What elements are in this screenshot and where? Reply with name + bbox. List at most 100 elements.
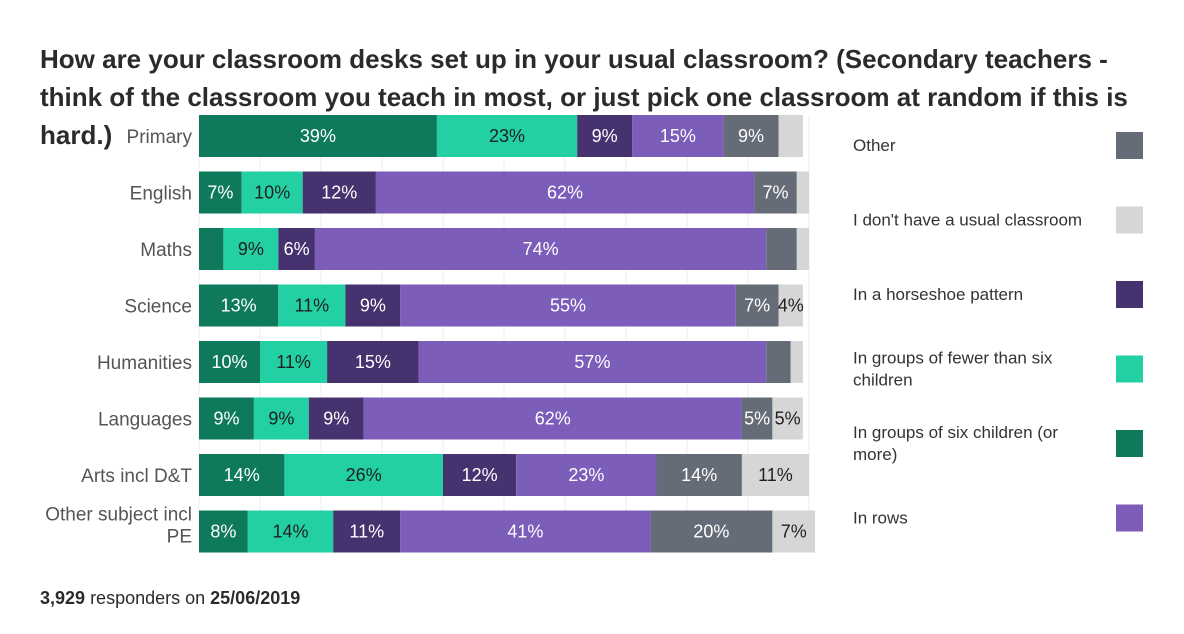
bar-segment-in-rows[interactable] xyxy=(632,115,724,157)
responders-text: responders on xyxy=(90,588,206,608)
data-label: 11% xyxy=(294,296,329,316)
data-label: 62% xyxy=(547,183,583,203)
bar-segment-in-a-horseshoe-pattern[interactable] xyxy=(577,115,633,157)
bar-segment-in-rows[interactable] xyxy=(400,510,651,553)
bar-segment-other[interactable] xyxy=(766,341,791,383)
category-label-arts-incl-d-t: Arts incl D&T xyxy=(81,466,192,487)
bar-segment-in-rows[interactable] xyxy=(314,228,767,270)
legend-swatch xyxy=(1116,504,1143,532)
data-label: 41% xyxy=(507,522,543,542)
bar-segment-other[interactable] xyxy=(723,115,779,157)
legend-label: In groups of fewer than six children xyxy=(853,349,1053,390)
data-label: 15% xyxy=(355,352,391,372)
legend-swatch xyxy=(1116,132,1143,159)
bar-segment-i-don-t-have-a-usual-classroom[interactable] xyxy=(796,171,809,214)
bar-segment-in-rows[interactable] xyxy=(418,341,767,383)
bar-segment-in-groups-of-six-children-or-more[interactable] xyxy=(199,115,437,157)
bar-segment-in-a-horseshoe-pattern[interactable] xyxy=(278,228,315,270)
category-label-science: Science xyxy=(124,297,192,318)
data-label: 23% xyxy=(489,126,525,146)
bar-segment-in-rows[interactable] xyxy=(400,284,736,327)
bar-segment-in-groups-of-six-children-or-more[interactable] xyxy=(199,510,248,553)
bar-segment-in-a-horseshoe-pattern[interactable] xyxy=(308,397,364,440)
legend-item-i-don-t-have-a-usual-classroom[interactable]: I don't have a usual classroom xyxy=(853,206,1143,234)
data-label: 12% xyxy=(462,465,498,485)
data-label: 5% xyxy=(775,409,801,429)
data-label: 9% xyxy=(592,126,618,146)
bar-segment-in-groups-of-six-children-or-more[interactable] xyxy=(199,171,242,214)
bar-segment-in-a-horseshoe-pattern[interactable] xyxy=(333,510,401,553)
data-label: 57% xyxy=(574,352,610,372)
bar-segment-in-a-horseshoe-pattern[interactable] xyxy=(443,454,517,496)
bar-segment-other[interactable] xyxy=(656,454,742,496)
category-label-humanities: Humanities xyxy=(97,353,192,374)
data-label: 10% xyxy=(211,352,247,372)
bar-segment-in-groups-of-fewer-than-six-children[interactable] xyxy=(278,284,346,327)
bar-segment-in-rows[interactable] xyxy=(375,171,755,214)
bar-segment-in-groups-of-six-children-or-more[interactable] xyxy=(199,284,279,327)
bar-segment-in-a-horseshoe-pattern[interactable] xyxy=(345,284,401,327)
bar-segment-in-a-horseshoe-pattern[interactable] xyxy=(327,341,419,383)
bar-segment-i-don-t-have-a-usual-classroom[interactable] xyxy=(741,454,809,496)
legend-swatch xyxy=(1116,206,1143,234)
chart-title: How are your classroom desks set up in y… xyxy=(40,44,1128,150)
data-label: 9% xyxy=(323,409,349,429)
bar-segment-in-groups-of-fewer-than-six-children[interactable] xyxy=(253,397,309,440)
data-label: 13% xyxy=(221,296,257,316)
data-label: 14% xyxy=(681,465,717,485)
legend-item-in-rows[interactable]: In rows xyxy=(853,504,1143,532)
bar-segment-in-groups-of-six-children-or-more[interactable] xyxy=(199,454,285,496)
bar-segment-i-don-t-have-a-usual-classroom[interactable] xyxy=(772,397,803,440)
data-label: 9% xyxy=(238,239,264,259)
data-label: 11% xyxy=(349,522,384,542)
bar-segment-in-groups-of-six-children-or-more[interactable] xyxy=(199,341,260,383)
bar-segment-in-groups-of-fewer-than-six-children[interactable] xyxy=(223,228,279,270)
data-label: 9% xyxy=(360,296,386,316)
data-label: 9% xyxy=(268,409,294,429)
data-label: 5% xyxy=(744,409,770,429)
bar-segment-other[interactable] xyxy=(650,510,773,553)
bars: 39% 23% 9% 15% 9% 7% 10% 12% 62% 7% 9% 6% 74% 13% 11% 9… xyxy=(199,115,816,553)
bar-segment-in-a-horseshoe-pattern[interactable] xyxy=(302,171,376,214)
legend-item-in-groups-of-fewer-than-six-children[interactable]: In groups of fewer than six children xyxy=(853,349,1143,390)
bar-segment-other[interactable] xyxy=(766,228,797,270)
category-label-maths: Maths xyxy=(140,240,192,261)
data-label: 6% xyxy=(284,239,310,259)
response-date: 25/06/2019 xyxy=(210,588,301,608)
bar-row-humanities: 10% 11% 15% 57% xyxy=(199,341,803,383)
bar-segment-in-groups-of-six-children-or-more[interactable] xyxy=(199,228,224,270)
bar-row-primary: 39% 23% 9% 15% 9% xyxy=(199,115,803,157)
bar-segment-in-rows[interactable] xyxy=(516,454,657,496)
bar-row-arts-incl-d-t: 14% 26% 12% 23% 14% 11% xyxy=(199,454,809,496)
data-label: 9% xyxy=(738,126,764,146)
legend-item-in-groups-of-six-children-or-more[interactable]: In groups of six children (or more) xyxy=(853,423,1143,464)
bar-segment-i-don-t-have-a-usual-classroom[interactable] xyxy=(778,284,803,327)
legend-item-in-a-horseshoe-pattern[interactable]: In a horseshoe pattern xyxy=(853,281,1143,308)
data-label: 4% xyxy=(778,296,804,316)
bar-segment-other[interactable] xyxy=(735,284,779,327)
bar-segment-in-groups-of-fewer-than-six-children[interactable] xyxy=(247,510,334,553)
legend-swatch xyxy=(1116,281,1143,308)
category-label-languages: Languages xyxy=(98,410,192,431)
bar-segment-in-groups-of-six-children-or-more[interactable] xyxy=(199,397,254,440)
bar-segment-in-groups-of-fewer-than-six-children[interactable] xyxy=(241,171,303,214)
legend-item-other[interactable]: Other xyxy=(853,132,1143,159)
data-label: 8% xyxy=(210,522,236,542)
bar-segment-i-don-t-have-a-usual-classroom[interactable] xyxy=(772,510,816,553)
bar-segment-i-don-t-have-a-usual-classroom[interactable] xyxy=(778,115,803,157)
bar-segment-other[interactable] xyxy=(754,171,797,214)
bar-segment-other[interactable] xyxy=(741,397,773,440)
bar-row-maths: 9% 6% 74% xyxy=(199,228,809,270)
bar-segment-i-don-t-have-a-usual-classroom[interactable] xyxy=(796,228,809,270)
category-label-other-subject-incl-pe: Other subject incl PE xyxy=(45,505,192,548)
bar-segment-in-groups-of-fewer-than-six-children[interactable] xyxy=(284,454,443,496)
data-label: 7% xyxy=(744,296,770,316)
data-label: 14% xyxy=(272,522,308,542)
bar-segment-in-groups-of-fewer-than-six-children[interactable] xyxy=(260,341,328,383)
bar-segment-in-groups-of-fewer-than-six-children[interactable] xyxy=(436,115,578,157)
legend: Other I don't have a usual classroom In a … xyxy=(853,132,1143,532)
data-label: 7% xyxy=(762,183,788,203)
bar-segment-i-don-t-have-a-usual-classroom[interactable] xyxy=(790,341,803,383)
data-label: 62% xyxy=(535,409,571,429)
bar-segment-in-rows[interactable] xyxy=(363,397,742,440)
